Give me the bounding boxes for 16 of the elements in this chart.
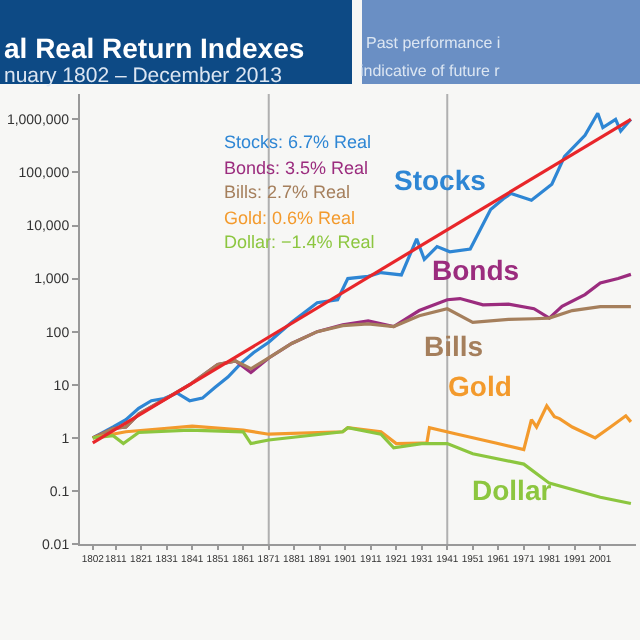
chart-title: al Real Return Indexes	[4, 32, 305, 64]
annotation: Bonds: 3.5% Real	[224, 158, 369, 178]
text: Past performance i	[366, 34, 501, 52]
line-series	[91, 426, 633, 506]
annotation: Gold: 0.6% Real	[224, 208, 356, 228]
series-label: Bills	[424, 330, 484, 362]
line-series	[91, 305, 633, 440]
annotation: Bills: 2.7% Real	[224, 182, 351, 202]
annotation: Stocks: 6.7% Real	[224, 132, 372, 152]
line-series	[91, 404, 633, 452]
chart-subtitle: nuary 1802 – December 2013	[4, 64, 283, 88]
series-label: Gold	[448, 370, 512, 402]
series-label: Bonds	[432, 254, 520, 286]
series-label: Dollar	[472, 474, 553, 506]
series-label: Stocks	[394, 164, 487, 196]
annotation: Dollar: −1.4% Real	[224, 232, 375, 252]
